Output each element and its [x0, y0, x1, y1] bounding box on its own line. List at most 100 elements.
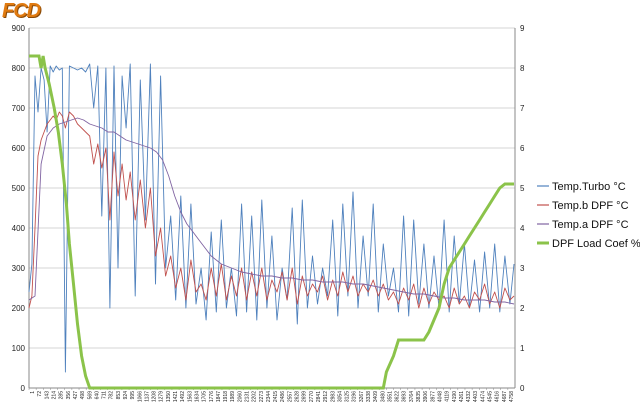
x-tick-label: 427: [73, 391, 79, 400]
legend-label: Temp.Turbo °C: [552, 181, 626, 193]
legend-label: DPF Load Coef %: [552, 238, 640, 250]
x-tick-label: 4048: [437, 391, 443, 402]
x-tick-label: 3835: [416, 391, 422, 402]
x-tick-label: 4332: [466, 391, 472, 402]
series-lines: [28, 54, 515, 390]
y-tick-label: 800: [12, 64, 26, 73]
x-tick-label: 4190: [452, 391, 458, 402]
y-tick-label: 700: [12, 104, 26, 113]
x-tick-label: 2344: [266, 391, 272, 402]
y2-tick-label: 9: [520, 24, 525, 33]
x-tick-label: 1492: [180, 391, 186, 402]
x-tick-label: 3409: [373, 391, 379, 402]
y2-tick-label: 6: [520, 144, 525, 153]
series-line-2: [28, 111, 515, 309]
x-tick-label: 2770: [309, 391, 315, 402]
y-tick-label: 100: [12, 344, 26, 353]
x-tick-label: 3906: [423, 391, 429, 402]
x-axis-ticks: 1 72 143 214 285 356 427 498 569 640 711 782 853 924 9…: [30, 391, 515, 402]
x-tick-label: 1421: [173, 391, 179, 402]
series-line-3: [28, 117, 515, 305]
x-tick-label: 1776: [209, 391, 215, 402]
y-tick-label: 200: [12, 304, 26, 313]
x-tick-label: 4758: [509, 391, 515, 402]
x-tick-label: 1918: [223, 391, 229, 402]
x-tick-label: 2131: [244, 391, 250, 402]
series-line-4: [29, 54, 514, 390]
x-tick-label: 782: [109, 391, 115, 400]
x-tick-label: 2202: [252, 391, 258, 402]
x-tick-label: 4687: [502, 391, 508, 402]
x-tick-label: 2486: [280, 391, 286, 402]
legend: Temp.Turbo °C Temp.b DPF °C Temp.a DPF °C D…: [537, 181, 640, 250]
x-tick-label: 3480: [380, 391, 386, 402]
x-tick-label: 3693: [402, 391, 408, 402]
y2-tick-label: 5: [520, 184, 525, 193]
x-tick-label: 214: [52, 391, 58, 400]
y2-tick-label: 7: [520, 104, 525, 113]
y-tick-label: 300: [12, 264, 26, 273]
x-tick-label: 1066: [137, 391, 143, 402]
x-tick-label: 285: [59, 391, 65, 400]
x-tick-label: 711: [102, 391, 108, 399]
x-tick-label: 1847: [216, 391, 222, 402]
x-tick-label: 3338: [366, 391, 372, 402]
y2-tick-label: 2: [520, 304, 525, 313]
y-tick-label: 900: [12, 24, 26, 33]
y-tick-label: 600: [12, 144, 26, 153]
x-tick-label: 1989: [230, 391, 236, 402]
x-tick-label: 4616: [495, 391, 501, 402]
x-tick-label: 2557: [287, 391, 293, 402]
x-tick-label: 1634: [194, 391, 200, 402]
x-tick-label: 2699: [302, 391, 308, 402]
x-tick-label: 3196: [352, 391, 358, 402]
x-tick-label: 2841: [316, 391, 322, 402]
x-tick-label: 4261: [459, 391, 465, 402]
x-tick-label: 2060: [237, 391, 243, 402]
y2-tick-label: 3: [520, 264, 525, 273]
x-tick-label: 2273: [259, 391, 265, 402]
x-tick-label: 2983: [330, 391, 336, 402]
x-tick-label: 3622: [395, 391, 401, 402]
x-tick-label: 4545: [487, 391, 493, 402]
x-tick-label: 4474: [480, 391, 486, 402]
x-tick-label: 3054: [337, 391, 343, 402]
x-tick-label: 356: [66, 391, 72, 400]
x-tick-label: 1563: [187, 391, 193, 402]
x-tick-label: 2912: [323, 391, 329, 402]
x-tick-label: 1705: [202, 391, 208, 402]
y2-tick-label: 8: [520, 64, 525, 73]
x-tick-label: 143: [44, 391, 50, 400]
series-line-1: [28, 63, 515, 373]
x-tick-label: 640: [94, 391, 100, 400]
x-tick-label: 3764: [409, 391, 415, 402]
x-tick-label: 3977: [430, 391, 436, 402]
fcd-logo: FCD: [2, 0, 41, 22]
x-tick-label: 924: [123, 391, 129, 400]
x-tick-label: 1350: [166, 391, 172, 402]
x-tick-label: 1137: [144, 391, 150, 402]
x-tick-label: 72: [37, 391, 43, 397]
legend-label: Temp.b DPF °C: [552, 200, 629, 212]
y2-tick-label: 0: [520, 384, 525, 393]
x-tick-label: 2415: [273, 391, 279, 402]
x-tick-label: 3551: [387, 391, 393, 402]
y2-tick-label: 4: [520, 224, 525, 233]
y-tick-label: 500: [12, 184, 26, 193]
x-tick-label: 995: [130, 391, 136, 400]
x-tick-label: 1208: [152, 391, 158, 402]
y2-tick-label: 1: [520, 344, 525, 353]
x-tick-label: 1279: [159, 391, 165, 402]
y-tick-label: 400: [12, 224, 26, 233]
right-axis-ticks: 0 1 2 3 4 5 6 7 8 9: [520, 24, 525, 393]
x-tick-label: 2628: [295, 391, 301, 402]
x-tick-label: 1: [30, 391, 36, 394]
x-tick-label: 3267: [359, 391, 365, 402]
left-axis-ticks: 0 100 200 300 400 500 600 700 800 900: [12, 24, 26, 393]
x-tick-label: 569: [87, 391, 93, 400]
x-tick-label: 853: [116, 391, 122, 400]
legend-label: Temp.a DPF °C: [552, 219, 629, 231]
x-tick-label: 498: [80, 391, 86, 400]
x-tick-label: 4403: [473, 391, 479, 402]
